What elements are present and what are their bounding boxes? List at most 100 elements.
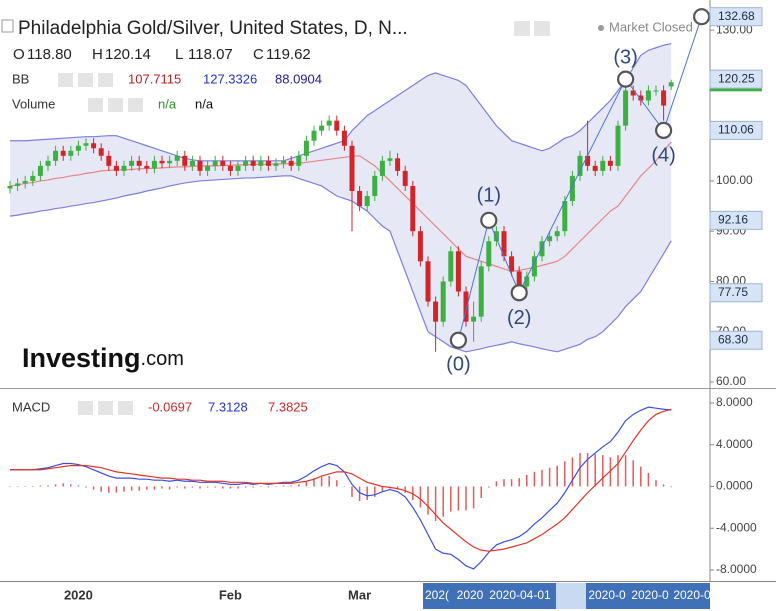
candle-body — [433, 301, 439, 322]
logo-suffix: .com — [141, 348, 184, 370]
candle-body — [501, 231, 507, 257]
candle-body — [524, 276, 530, 287]
histogram-bar — [381, 486, 384, 492]
histogram-bar — [260, 486, 262, 487]
histogram-bar — [594, 454, 596, 487]
settings-icon[interactable] — [108, 98, 123, 112]
wave-label: (0) — [446, 354, 470, 376]
candle-body — [364, 196, 370, 207]
histogram-bar — [495, 481, 498, 487]
histogram-bar — [229, 486, 232, 489]
collapse-icon[interactable] — [1, 19, 14, 33]
candle-body — [106, 155, 112, 166]
eye-icon[interactable] — [78, 401, 93, 415]
x-tick-label: Mar — [348, 587, 371, 602]
histogram-bar — [237, 486, 239, 489]
band-line — [9, 175, 672, 353]
eye-icon[interactable] — [88, 98, 103, 112]
candle-body — [387, 158, 393, 161]
candle-body — [455, 251, 461, 292]
candle-body — [121, 165, 127, 171]
settings-icon[interactable] — [78, 73, 93, 87]
histogram-bar — [199, 486, 201, 489]
candle-body — [326, 120, 332, 126]
x-highlight-label: 2020 — [457, 588, 484, 602]
histogram-bar — [556, 465, 558, 487]
histogram-bar — [115, 486, 118, 493]
band-line — [9, 141, 672, 273]
band-line — [10, 42, 672, 162]
overlay-layer: O 118.80 H 120.14 L 118.07 C 119.62 2020 Feb Mar 20… — [13, 7, 763, 602]
candle-body — [615, 125, 621, 166]
candle-body — [372, 175, 378, 197]
x-highlight-label: 2020-0 — [631, 588, 669, 602]
wave-label: (4) — [651, 145, 675, 167]
y-tick-label: 0.0000 — [716, 479, 753, 493]
candle-body — [212, 160, 218, 166]
histogram-bar — [222, 486, 224, 489]
close-icon[interactable] — [118, 401, 133, 415]
eye-icon[interactable] — [58, 73, 73, 87]
histogram-bar — [419, 486, 422, 508]
candle-body — [645, 90, 651, 101]
wave-line — [457, 16, 703, 341]
ohlc-value: 118.80 — [27, 46, 72, 63]
histogram-bar — [282, 485, 285, 487]
indicator-value: n/a — [195, 96, 214, 111]
histogram-bar — [488, 486, 490, 488]
indicator-value: 127.3326 — [203, 71, 257, 86]
indicator-name: BB — [12, 71, 29, 86]
indicator-icons — [58, 73, 143, 415]
candle-body — [258, 160, 264, 166]
wave-label: (2) — [507, 307, 531, 329]
settings-icon[interactable] — [534, 21, 550, 36]
candle-body — [250, 160, 256, 166]
macd-value: 7.3825 — [268, 399, 308, 414]
candle-body — [243, 160, 249, 166]
close-icon[interactable] — [128, 98, 143, 112]
histogram-bar — [191, 486, 194, 488]
candle-body — [136, 160, 142, 166]
price-box-label: 77.75 — [718, 285, 748, 299]
histogram-bar — [252, 486, 254, 488]
histogram-bar — [533, 471, 536, 487]
wave-point — [480, 211, 498, 229]
close-icon[interactable] — [98, 73, 113, 87]
candle-body — [486, 241, 492, 267]
candle-body — [410, 185, 416, 232]
candle-body — [167, 160, 173, 164]
histogram-bar — [670, 486, 672, 488]
candle-body — [592, 165, 598, 171]
indicator-value: 107.7115 — [128, 71, 181, 86]
histogram-bar — [275, 486, 277, 487]
histogram-bar — [640, 466, 642, 487]
histogram-bar — [328, 476, 330, 487]
price-box — [709, 120, 763, 140]
x-highlight-label: 2020-0 — [673, 588, 711, 602]
price-box-label: 68.30 — [718, 332, 748, 346]
candle-body — [539, 241, 545, 257]
candle-body — [478, 266, 484, 317]
histogram-bar — [320, 477, 323, 487]
ohlc-label: L — [175, 46, 183, 63]
settings-icon[interactable] — [98, 401, 113, 415]
y-tick-label: 100.00 — [716, 173, 753, 187]
candle-body — [440, 281, 446, 322]
candle-body — [220, 160, 226, 166]
candle-body — [425, 261, 431, 302]
candle-body — [129, 160, 135, 166]
y-tick-label: 4.0000 — [716, 437, 753, 451]
histogram-bar — [70, 484, 72, 487]
ohlc-value: 120.14 — [105, 46, 151, 63]
candle-body — [144, 165, 150, 169]
histogram-bar — [168, 486, 171, 490]
histogram-bar — [586, 453, 589, 487]
candle-body — [357, 190, 363, 207]
candle-body — [554, 231, 560, 237]
y-tick-label: -4.0000 — [716, 520, 757, 534]
eye-icon[interactable] — [514, 21, 530, 36]
x-tick-label: Feb — [219, 587, 242, 602]
histogram-bar — [624, 455, 627, 487]
wave-point — [692, 8, 711, 26]
histogram-bar — [161, 486, 163, 489]
